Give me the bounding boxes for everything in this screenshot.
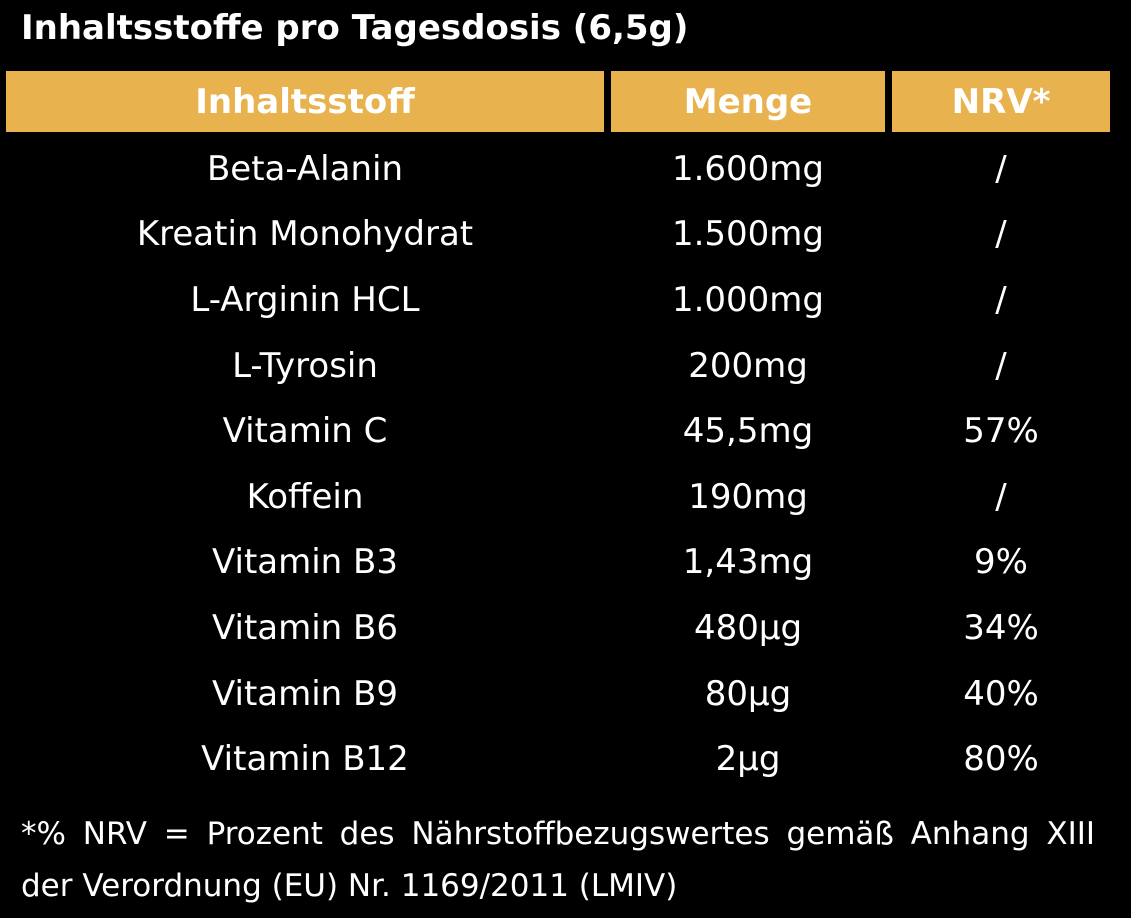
- amount-cell: 1.000mg: [671, 279, 825, 320]
- amount-cell: 190mg: [688, 476, 808, 517]
- table-body: Beta-Alanin 1.600mg / Kreatin Monohydrat…: [0, 136, 1131, 792]
- table-header: Inhaltsstoff Menge NRV*: [0, 71, 1131, 132]
- nrv-footnote: *% NRV = Prozent des Nährstoffbezugswert…: [21, 816, 1095, 904]
- page-title: Inhaltsstoffe pro Tagesdosis (6,5g): [21, 8, 689, 48]
- ingredient-cell: Vitamin B3: [211, 542, 398, 583]
- ingredient-cell: L-Tyrosin: [232, 345, 378, 386]
- nrv-cell: /: [995, 214, 1007, 255]
- nrv-cell: /: [995, 476, 1007, 517]
- nrv-cell: /: [995, 279, 1007, 320]
- nrv-cell: 40%: [963, 673, 1039, 714]
- nrv-cell: 34%: [963, 607, 1039, 648]
- column-header-ingredient: Inhaltsstoff: [6, 71, 604, 132]
- table-row: Vitamin B3 1,43mg 9%: [0, 530, 1131, 596]
- amount-cell: 45,5mg: [682, 411, 814, 452]
- nrv-cell: /: [995, 345, 1007, 386]
- amount-cell: 1.500mg: [671, 214, 825, 255]
- table-row: L-Arginin HCL 1.000mg /: [0, 267, 1131, 333]
- amount-cell: 1,43mg: [682, 542, 814, 583]
- ingredient-cell: Koffein: [246, 476, 364, 517]
- table-row: Vitamin C 45,5mg 57%: [0, 398, 1131, 464]
- column-header-amount: Menge: [611, 71, 885, 132]
- table-row: L-Tyrosin 200mg /: [0, 333, 1131, 399]
- ingredient-cell: Vitamin B9: [211, 673, 398, 714]
- amount-cell: 1.600mg: [671, 148, 825, 189]
- ingredient-cell: Kreatin Monohydrat: [136, 214, 474, 255]
- ingredient-cell: Vitamin B12: [201, 739, 409, 780]
- nrv-cell: 9%: [974, 542, 1028, 583]
- column-header-nrv: NRV*: [892, 71, 1110, 132]
- amount-cell: 480µg: [693, 607, 803, 648]
- nrv-cell: 57%: [963, 411, 1039, 452]
- amount-cell: 200mg: [688, 345, 808, 386]
- table-row: Kreatin Monohydrat 1.500mg /: [0, 202, 1131, 268]
- ingredient-cell: Vitamin B6: [211, 607, 398, 648]
- table-row: Vitamin B6 480µg 34%: [0, 595, 1131, 661]
- ingredient-cell: L-Arginin HCL: [190, 279, 420, 320]
- ingredient-cell: Vitamin C: [222, 411, 388, 452]
- table-row: Vitamin B12 2µg 80%: [0, 726, 1131, 792]
- nrv-cell: /: [995, 148, 1007, 189]
- table-row: Koffein 190mg /: [0, 464, 1131, 530]
- amount-cell: 2µg: [715, 739, 781, 780]
- nrv-cell: 80%: [963, 739, 1039, 780]
- ingredient-cell: Beta-Alanin: [206, 148, 403, 189]
- amount-cell: 80µg: [704, 673, 792, 714]
- table-row: Vitamin B9 80µg 40%: [0, 661, 1131, 727]
- table-row: Beta-Alanin 1.600mg /: [0, 136, 1131, 202]
